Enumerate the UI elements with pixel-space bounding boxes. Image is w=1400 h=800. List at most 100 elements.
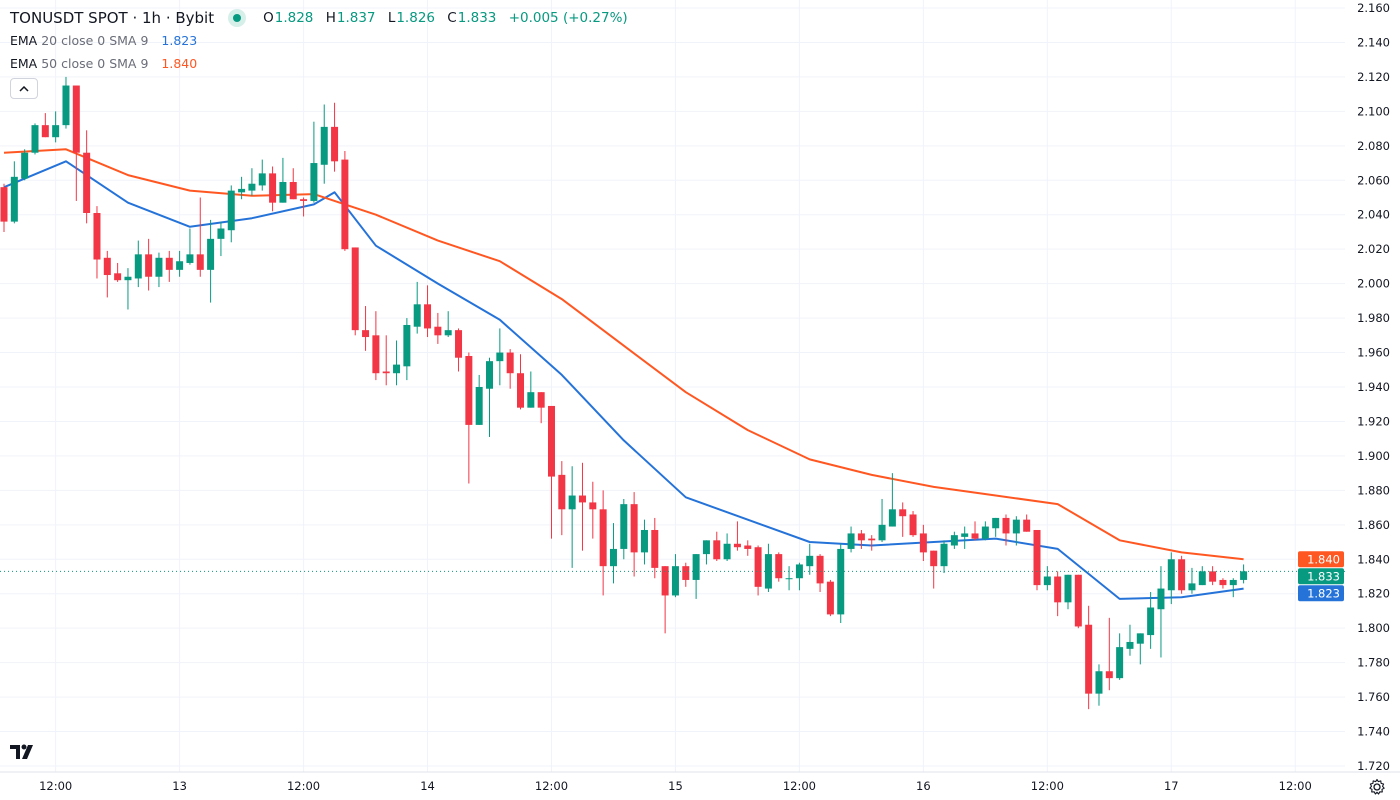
candle-body — [919, 533, 927, 553]
candle-body — [517, 373, 524, 408]
candle-up — [10, 161, 18, 224]
candle-down — [341, 150, 349, 251]
candle-up — [1136, 633, 1144, 665]
candle-up — [238, 176, 246, 200]
candle-up — [310, 121, 318, 203]
candle-down — [599, 490, 607, 596]
market-status-icon[interactable] — [228, 8, 247, 27]
candle-body — [1043, 576, 1051, 586]
price-label-bg — [1298, 551, 1344, 568]
candle-body — [279, 181, 287, 203]
candle-down — [909, 511, 917, 537]
time-tick-label: 15 — [668, 779, 683, 793]
candle-up — [207, 219, 215, 303]
indicator-ema50[interactable]: EMA 50 close 0 SMA 9 1.840 — [10, 52, 629, 75]
candle-body — [888, 509, 896, 527]
time-tick-label: 14 — [420, 779, 435, 793]
candle-body — [134, 254, 142, 279]
gear-icon[interactable] — [1368, 778, 1386, 796]
symbol-title[interactable]: TONUSDT SPOT · 1h · Bybit — [10, 8, 215, 27]
candle-body — [1064, 574, 1072, 603]
high-value: 1.837 — [336, 9, 376, 26]
candle-down — [83, 130, 91, 224]
price-tick-label: 1.720 — [1357, 759, 1390, 773]
candle-body — [785, 578, 793, 580]
candle-down — [930, 550, 938, 589]
collapse-legend-button[interactable] — [10, 78, 38, 99]
grid — [0, 0, 1345, 772]
indicator-ema20[interactable]: EMA 20 close 0 SMA 9 1.823 — [10, 29, 629, 52]
price-tick-label: 1.760 — [1357, 690, 1390, 704]
candle-up — [1043, 566, 1051, 591]
candle-body — [806, 555, 814, 567]
candle-up — [785, 566, 793, 591]
price-tick-label: 2.140 — [1357, 35, 1390, 49]
candle-down — [682, 562, 690, 587]
candle-up — [837, 543, 845, 624]
candle-body — [527, 392, 535, 408]
high-label: H — [325, 9, 336, 26]
price-axis[interactable]: 2.160 2.140 2.120 2.100 2.080 2.060 2.040 2.020… — [1357, 1, 1390, 773]
candle-up — [31, 123, 39, 155]
indicator-name: EMA — [10, 56, 38, 71]
candle-up — [475, 374, 483, 425]
candle-body — [1054, 576, 1062, 603]
candle-up — [723, 533, 731, 561]
open-label: O — [263, 9, 274, 26]
candle-body — [1240, 571, 1248, 580]
candle-body — [878, 524, 886, 541]
candle-down — [93, 206, 101, 279]
time-axis[interactable]: 12:00 13 12:00 14 12:00 15 12:00 16 12:00 17 12:00 — [39, 779, 1312, 793]
candle-body — [382, 371, 390, 374]
low-value: 1.826 — [396, 9, 435, 26]
candle-up — [961, 526, 969, 549]
candle-down — [558, 461, 566, 536]
candle-body — [320, 126, 328, 165]
candle-body — [1198, 571, 1206, 586]
candle-body — [52, 125, 60, 138]
ema-line-ema50 — [3, 148, 1244, 561]
candle-body — [83, 152, 91, 214]
candle-up — [486, 357, 494, 437]
candle-up — [527, 371, 535, 408]
candle-up — [176, 250, 184, 277]
candle-up — [950, 531, 958, 549]
candle-body — [599, 509, 607, 567]
candle-body — [1023, 519, 1031, 532]
candle-body — [1188, 583, 1196, 591]
candle-body — [475, 387, 483, 425]
candle-down — [971, 521, 979, 541]
indicator-name: EMA — [10, 33, 38, 48]
candle-body — [795, 564, 803, 579]
tradingview-logo[interactable] — [8, 738, 38, 764]
candle-down — [1105, 617, 1113, 691]
candle-body — [1209, 571, 1217, 582]
low-label: L — [387, 9, 396, 26]
candle-up — [878, 498, 886, 543]
candle-down — [857, 529, 865, 549]
candle-up — [1240, 564, 1248, 584]
candle-body — [1116, 647, 1124, 679]
candle-up — [795, 562, 803, 591]
candle-body — [465, 355, 473, 425]
candle-down — [103, 250, 111, 298]
candle-body — [269, 173, 277, 203]
candle-up — [124, 268, 132, 310]
candle-body — [981, 526, 989, 539]
price-tick-label: 1.980 — [1357, 311, 1390, 325]
time-tick-label: 16 — [916, 779, 931, 793]
candle-down — [434, 312, 442, 344]
candle-body — [620, 504, 628, 549]
candle-body — [733, 543, 741, 548]
candle-body — [640, 529, 648, 553]
candle-up — [52, 111, 60, 143]
candle-body — [1219, 579, 1227, 586]
candle-body — [393, 364, 401, 374]
candle-down — [1074, 574, 1082, 629]
time-tick-label: 12:00 — [1279, 779, 1312, 793]
price-tick-label: 1.960 — [1357, 346, 1390, 360]
candle-body — [506, 352, 514, 374]
candle-body — [176, 261, 184, 270]
candle-body — [826, 581, 834, 615]
